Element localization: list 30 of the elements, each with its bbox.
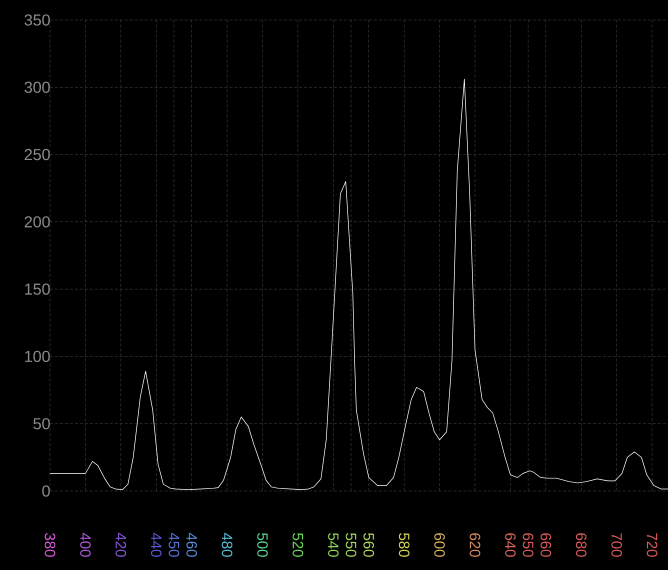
y-tick-label: 250	[24, 148, 50, 160]
x-tick-label: 480	[222, 532, 232, 557]
y-tick-label: 100	[25, 350, 50, 362]
line-series	[50, 78, 668, 490]
x-tick-label: 540	[328, 533, 339, 557]
x-tick-label: 640	[505, 533, 516, 557]
x-tick-label: 700	[611, 533, 622, 557]
x-tick-label: 720	[646, 533, 658, 557]
y-tick-label: 0	[42, 485, 50, 497]
x-tick-label: 500	[257, 533, 268, 557]
x-tick-label: 550	[346, 533, 356, 557]
x-tick-label: 560	[363, 533, 374, 557]
y-tick-label: 300	[24, 82, 50, 93]
x-tick-label: 440	[150, 532, 162, 557]
y-tick-label: 50	[33, 418, 50, 430]
x-tick-label: 580	[398, 533, 410, 557]
y-tick-label: 150	[25, 283, 50, 295]
x-tick-label: 620	[470, 533, 480, 557]
x-tick-label: 380	[44, 533, 56, 557]
y-tick-label: 350	[24, 14, 50, 26]
y-tick-label: 200	[24, 216, 50, 228]
x-tick-label: 600	[434, 533, 445, 557]
x-tick-label: 450	[168, 532, 180, 557]
x-tick-label: 660	[540, 533, 552, 557]
x-tick-label: 520	[292, 533, 304, 557]
x-tick-label: 460	[186, 532, 197, 557]
x-tick-label: 650	[522, 533, 534, 557]
x-tick-label: 420	[116, 532, 126, 557]
x-tick-label: 400	[80, 532, 91, 557]
x-tick-label: 680	[576, 533, 587, 557]
